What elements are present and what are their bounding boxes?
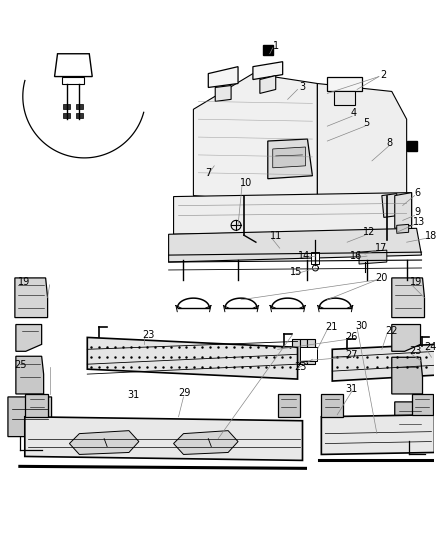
Polygon shape bbox=[300, 340, 307, 364]
Polygon shape bbox=[173, 192, 412, 235]
Text: 17: 17 bbox=[375, 243, 387, 253]
Polygon shape bbox=[300, 348, 318, 361]
Polygon shape bbox=[55, 54, 92, 77]
Polygon shape bbox=[292, 340, 300, 364]
Polygon shape bbox=[321, 415, 434, 455]
Text: 7: 7 bbox=[205, 168, 212, 178]
Polygon shape bbox=[169, 228, 421, 262]
Text: 23: 23 bbox=[410, 346, 422, 356]
Polygon shape bbox=[16, 325, 42, 351]
Polygon shape bbox=[70, 431, 139, 455]
Polygon shape bbox=[392, 357, 423, 394]
Text: 5: 5 bbox=[363, 118, 369, 128]
Polygon shape bbox=[397, 224, 409, 233]
Polygon shape bbox=[392, 325, 420, 351]
Polygon shape bbox=[15, 278, 48, 318]
Text: 31: 31 bbox=[345, 384, 357, 394]
Polygon shape bbox=[395, 192, 412, 228]
Polygon shape bbox=[359, 250, 387, 264]
Text: 15: 15 bbox=[290, 267, 302, 277]
Bar bbox=[64, 104, 71, 109]
Text: 20: 20 bbox=[375, 273, 387, 283]
Text: 6: 6 bbox=[415, 188, 421, 198]
Polygon shape bbox=[382, 193, 399, 217]
Bar bbox=[76, 114, 83, 118]
Text: 23: 23 bbox=[295, 362, 307, 372]
Text: 13: 13 bbox=[413, 217, 425, 228]
Polygon shape bbox=[63, 77, 84, 84]
Text: 16: 16 bbox=[350, 251, 362, 261]
Text: 19: 19 bbox=[410, 277, 422, 287]
Polygon shape bbox=[253, 62, 283, 79]
Text: 2: 2 bbox=[380, 70, 386, 79]
Text: 23: 23 bbox=[142, 330, 154, 341]
Polygon shape bbox=[173, 431, 238, 455]
Text: 4: 4 bbox=[350, 108, 356, 118]
Polygon shape bbox=[8, 397, 52, 437]
Polygon shape bbox=[278, 394, 300, 417]
Bar bbox=[76, 104, 83, 109]
Polygon shape bbox=[215, 85, 231, 101]
Text: 11: 11 bbox=[270, 231, 282, 241]
Text: 1: 1 bbox=[273, 41, 279, 51]
Text: 31: 31 bbox=[127, 390, 139, 400]
Text: 22: 22 bbox=[385, 327, 397, 336]
Polygon shape bbox=[260, 76, 276, 93]
Text: 14: 14 bbox=[297, 251, 310, 261]
Text: 8: 8 bbox=[387, 138, 393, 148]
Polygon shape bbox=[334, 92, 355, 106]
Polygon shape bbox=[16, 356, 44, 394]
Text: 9: 9 bbox=[415, 207, 421, 217]
Text: 12: 12 bbox=[363, 227, 375, 237]
Polygon shape bbox=[318, 84, 406, 200]
Polygon shape bbox=[321, 394, 343, 417]
Text: 24: 24 bbox=[424, 342, 437, 352]
Polygon shape bbox=[194, 74, 318, 200]
Polygon shape bbox=[268, 139, 312, 179]
Polygon shape bbox=[25, 417, 303, 461]
Text: 29: 29 bbox=[179, 388, 191, 398]
Polygon shape bbox=[392, 278, 424, 318]
Polygon shape bbox=[273, 147, 305, 168]
Polygon shape bbox=[307, 340, 315, 364]
Polygon shape bbox=[87, 337, 297, 379]
Polygon shape bbox=[327, 77, 362, 92]
Polygon shape bbox=[25, 394, 48, 417]
Text: 21: 21 bbox=[325, 322, 338, 333]
Text: 25: 25 bbox=[14, 360, 26, 370]
Text: 19: 19 bbox=[18, 277, 30, 287]
Text: 3: 3 bbox=[300, 83, 306, 92]
Polygon shape bbox=[395, 402, 424, 441]
Bar bbox=[64, 114, 71, 118]
Polygon shape bbox=[412, 394, 434, 415]
Polygon shape bbox=[208, 67, 238, 87]
Text: 18: 18 bbox=[424, 231, 437, 241]
Polygon shape bbox=[332, 344, 436, 381]
Text: 10: 10 bbox=[240, 177, 252, 188]
Polygon shape bbox=[311, 252, 319, 264]
Text: 26: 26 bbox=[345, 333, 357, 342]
Text: 27: 27 bbox=[345, 350, 358, 360]
Text: 30: 30 bbox=[355, 320, 367, 330]
